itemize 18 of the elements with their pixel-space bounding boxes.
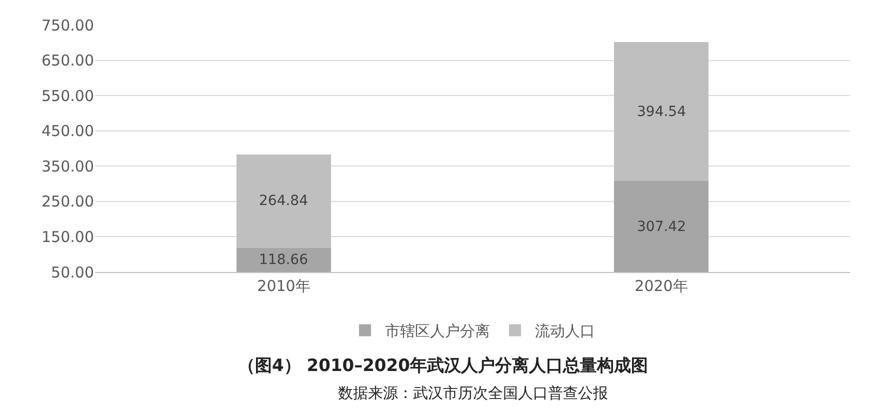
legend-label: 市辖区人户分离 [385,322,490,340]
y-tick-label: 650.00 [42,52,94,70]
y-tick-label: 550.00 [42,86,94,105]
legend-label: 流动人口 [535,322,595,340]
data-label: 264.84 [259,193,308,209]
x-tick-label: 2010年 [257,277,310,295]
data-label: 394.54 [637,104,686,120]
y-tick-label: 750.00 [42,16,94,34]
y-tick-label: 150.00 [42,228,94,246]
y-tick-label: 450.00 [42,122,94,140]
source-note: 数据来源：武汉市历次全国人口普查公报 [338,384,608,402]
text: （图4） 2010–2020年武汉人户分离人口总量构成图 [238,356,648,376]
x-tick-label: 2020年 [634,277,688,295]
y-tick-label: 350.00 [42,157,94,176]
y-tick-label: 50.00 [51,263,94,282]
y-tick-label: 250.00 [42,192,94,211]
data-label: 118.66 [259,252,308,268]
data-label: 307.42 [637,219,686,235]
